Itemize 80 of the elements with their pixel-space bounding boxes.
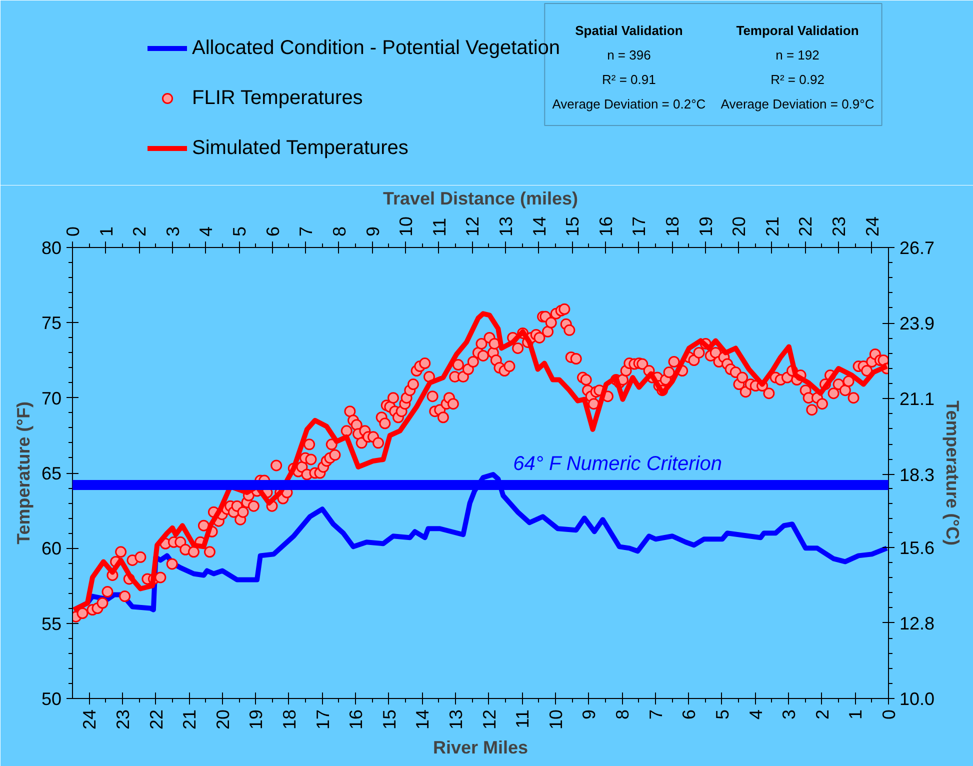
x-tick-label: 15 (379, 709, 400, 730)
x2-tick-label: 3 (162, 226, 183, 236)
text: R² = 0.92 (770, 72, 824, 87)
x2-tick-label: 23 (829, 216, 850, 236)
x2-tick-label: 2 (130, 226, 150, 236)
x2-tick-label: 14 (529, 216, 550, 236)
x-tick-label: 10 (546, 709, 566, 730)
x2-tick-label: 4 (196, 226, 216, 236)
x2-tick-label: 8 (329, 226, 350, 236)
x-tick-label: 21 (180, 709, 200, 730)
x-tick-label: 4 (746, 709, 766, 720)
y2-tick-label: 18.3 (900, 464, 935, 485)
x-tick-label: 19 (246, 709, 266, 730)
x-tick-label: 13 (446, 709, 466, 730)
text: R² = 0.91 (602, 72, 656, 87)
x-tick-label: 7 (646, 709, 666, 720)
text: Temporal Validation (736, 23, 859, 38)
x2-tick-label: 1 (96, 226, 116, 236)
legend-label: Simulated Temperatures (192, 136, 408, 160)
text: Spatial Validation (575, 23, 683, 38)
y-tick-label: 65 (41, 464, 62, 484)
x2-tick-label: 16 (596, 216, 616, 236)
x2-tick-label: 10 (396, 216, 416, 236)
legend-label: Allocated Condition - Potential Vegetation (192, 36, 560, 60)
x2-tick-label: 17 (629, 216, 650, 236)
text: n = 192 (776, 48, 820, 62)
x2-tick-label: 24 (862, 216, 882, 236)
y2-axis-title: Temperature (°C) (942, 400, 963, 546)
ref-line-label: 64° F Numeric Criterion (513, 453, 722, 476)
x-tick-label: 3 (779, 709, 800, 720)
x2-tick-label: 20 (729, 216, 750, 236)
x-axis-title: River Miles (432, 738, 528, 758)
x2-tick-label: 6 (262, 226, 283, 236)
x-tick-label: 16 (346, 709, 366, 730)
y2-tick-label: 12.8 (900, 613, 935, 634)
x2-tick-label: 7 (296, 226, 316, 236)
y-tick-label: 50 (41, 689, 62, 709)
x-tick-label: 8 (612, 709, 633, 720)
y-tick-label: 55 (41, 614, 62, 634)
x-tick-label: 14 (412, 709, 433, 730)
x-tick-label: 0 (879, 709, 899, 720)
x-tick-label: 6 (679, 709, 700, 720)
y-tick-label: 80 (41, 238, 62, 258)
y2-tick-label: 26.7 (900, 238, 935, 258)
text: Average Deviation = 0.9°C (720, 96, 874, 112)
x-tick-label: 11 (512, 710, 533, 728)
y-axis-title: Temperature (°F) (13, 402, 34, 544)
y-tick-label: 75 (41, 313, 62, 334)
x2-tick-label: 12 (462, 216, 483, 236)
x-tick-label: 17 (312, 709, 333, 730)
y-tick-label: 70 (41, 388, 62, 408)
x2-tick-label: 9 (362, 226, 383, 236)
x-tick-label: 20 (212, 709, 233, 730)
x-tick-label: 2 (812, 709, 832, 720)
x-tick-label: 12 (479, 709, 500, 730)
x-tick-label: 23 (112, 709, 133, 730)
x2-tick-label: 5 (230, 226, 250, 236)
text: Average Deviation = 0.2°C (552, 96, 706, 112)
y-tick-label: 60 (41, 538, 62, 559)
y2-tick-label: 15.6 (900, 538, 935, 558)
x2-tick-label: 13 (496, 216, 516, 236)
x2-tick-label: 19 (696, 216, 716, 236)
x2-tick-label: 21 (762, 216, 782, 236)
x-tick-label: 9 (579, 709, 600, 720)
x-tick-label: 18 (279, 709, 300, 730)
x2-tick-label: 11 (429, 218, 450, 236)
x2-tick-label: 0 (63, 226, 83, 236)
legend-label: FLIR Temperatures (192, 86, 363, 110)
x-tick-label: 24 (80, 709, 100, 730)
x2-tick-label: 15 (562, 216, 583, 236)
y2-tick-label: 21.1 (900, 389, 935, 410)
y2-tick-label: 10.0 (900, 689, 935, 709)
x-tick-label: 22 (146, 709, 166, 730)
y2-tick-label: 23.9 (900, 314, 935, 334)
x2-tick-label: 18 (662, 216, 683, 236)
x2-axis-title: Travel Distance (miles) (382, 188, 578, 208)
text: n = 396 (607, 48, 651, 62)
x2-tick-label: 22 (796, 216, 816, 236)
x-tick-label: 1 (846, 709, 866, 720)
x-tick-label: 5 (712, 709, 732, 720)
